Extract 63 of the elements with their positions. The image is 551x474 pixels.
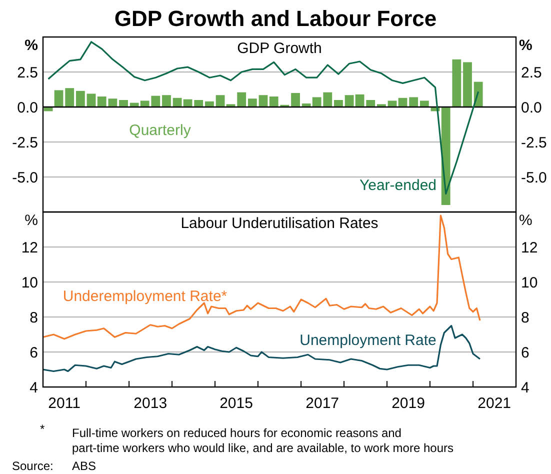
y2-tick-label: 6 (521, 344, 530, 362)
text: Full-time workers on reduced hours for economic reasons and part-time workers who would like, and are available, to work more hours (72, 426, 454, 455)
bar (452, 59, 462, 107)
bar (162, 95, 171, 107)
chart-subtitle: GDP Growth (237, 40, 322, 57)
y-tick-label: 2.5 (17, 64, 38, 82)
y-tick-label: 8 (30, 309, 38, 326)
y-axis-title: % (24, 212, 38, 229)
y-tick-label: 0.0 (17, 99, 38, 116)
y2-tick-label: 12 (521, 239, 538, 256)
bar (216, 95, 225, 107)
y2-axis-title: % (519, 212, 532, 229)
y2-tick-label: 0.0 (521, 99, 542, 116)
y2-tick-label: -2.5 (521, 134, 547, 152)
series-label: Underemployment Rate* (62, 288, 228, 305)
x-tick-label: 2017 (306, 395, 340, 412)
series-label: Quarterly (129, 122, 192, 139)
y-tick-label: 6 (30, 344, 38, 362)
bar (54, 90, 64, 107)
y-tick-label: 4 (30, 379, 38, 396)
bar (258, 95, 268, 107)
bar (420, 100, 429, 107)
y-tick-label: -2.5 (12, 134, 38, 152)
line-series (47, 41, 480, 195)
y-axis-title: % (24, 37, 38, 54)
bar (205, 101, 214, 107)
y2-tick-label: 8 (521, 309, 530, 326)
bar (463, 62, 472, 107)
y-tick-label: 12 (21, 239, 38, 256)
bar (441, 107, 450, 205)
bar (76, 90, 85, 107)
bar (366, 100, 376, 107)
bar (86, 94, 96, 107)
chart-title: Labour Underutilisation Rates (180, 215, 378, 232)
y2-tick-label: 2.5 (521, 64, 542, 82)
series-label: Year-ended (359, 177, 437, 194)
bar (194, 100, 204, 107)
chart-title: GDP Growth and Labour Force (114, 6, 437, 31)
x-tick-label: 2015 (220, 395, 253, 412)
y2-tick-label: 10 (521, 274, 538, 292)
bar (388, 100, 397, 107)
bar (119, 100, 128, 107)
y-tick-label: -5.0 (12, 169, 38, 186)
y2-tick-label: -5.0 (521, 169, 547, 186)
y2-tick-label: 4 (521, 379, 530, 396)
text: * (40, 422, 45, 436)
x-tick-label: 2021 (478, 395, 512, 412)
x-tick-label: 2013 (134, 395, 168, 412)
bar (65, 88, 74, 107)
text: ABS (72, 459, 96, 473)
bar (376, 104, 386, 107)
bar (409, 97, 418, 107)
bar (334, 100, 343, 107)
y2-axis-title: % (519, 37, 532, 54)
x-tick-label: 2019 (392, 395, 425, 412)
bar (237, 92, 246, 107)
source-note: Source: (12, 459, 54, 473)
bar (248, 98, 257, 107)
bar (291, 93, 300, 107)
line-series (42, 324, 481, 372)
y-tick-label: 10 (21, 274, 38, 292)
x-tick-label: 2011 (48, 395, 80, 412)
series-label: Unemployment Rate (300, 332, 436, 349)
